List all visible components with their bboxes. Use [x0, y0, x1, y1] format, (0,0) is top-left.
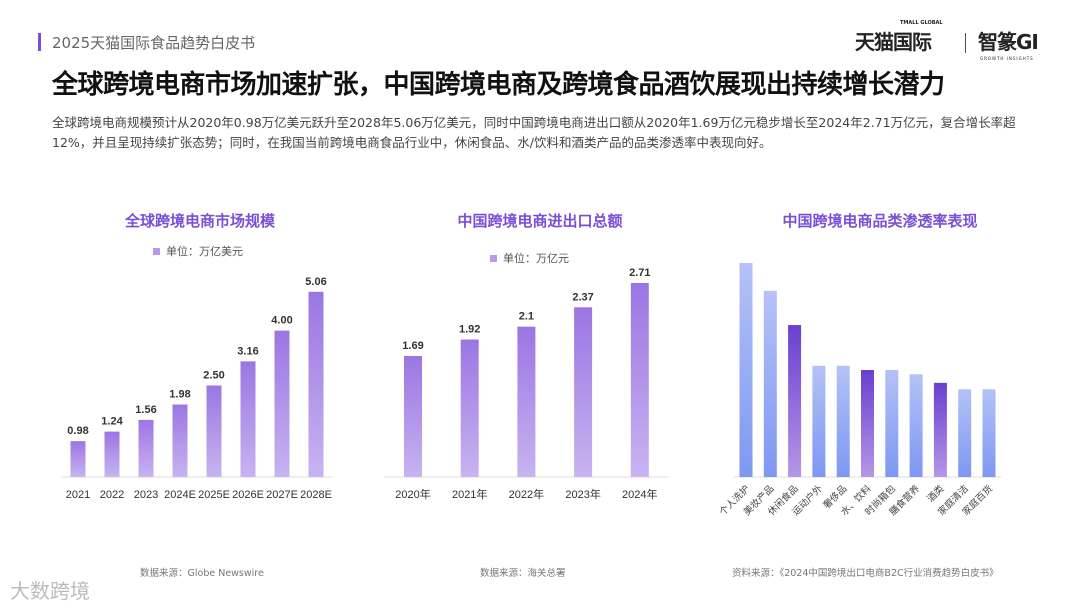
chart2-category-label: 2022年: [509, 487, 544, 501]
chart3-bar: [958, 389, 972, 477]
tmall-global-logo-subtext: TMALL GLOBAL: [900, 20, 943, 26]
legend-swatch: [153, 248, 160, 255]
chart3-bar: [788, 325, 802, 477]
chart1-bar: [138, 419, 154, 477]
chart1-bar: [240, 361, 256, 477]
chart1-bar: [104, 431, 120, 477]
summary-text: 全球跨境电商规模预计从2020年0.98万亿美元跃升至2028年5.06万亿美元…: [52, 115, 1016, 150]
chart1-category-label: 2021: [66, 489, 90, 501]
chart3-bar: [982, 389, 996, 477]
chart1-category-label: 2024E: [164, 489, 196, 501]
chart1-bar: [70, 441, 86, 477]
chart2-bar: [404, 355, 422, 477]
chart1-category-label: 2023: [134, 489, 158, 501]
chart1-legend: 单位：万亿美元: [153, 243, 243, 259]
chart1-bar: [206, 385, 222, 477]
chart1-category-label: 2022: [100, 489, 124, 501]
chart2-data-label: 2.37: [572, 291, 593, 303]
logo-divider: [965, 33, 966, 53]
chart1-category-label: 2025E: [198, 489, 230, 501]
chart2-data-label: 2.71: [629, 267, 650, 279]
chart3-bar: [933, 382, 947, 477]
watermark-logo: 大数跨境: [10, 579, 90, 603]
chart1-data-label: 5.06: [305, 276, 326, 288]
legend-label: 单位：万亿美元: [166, 245, 243, 258]
growth-insights-logo: 智篆GI: [978, 30, 1039, 54]
chart3-bar: [739, 263, 753, 477]
chart2-data-label: 1.92: [459, 324, 480, 336]
chart2-source: 数据来源：海关总署: [480, 568, 566, 579]
chart2-bar: [630, 282, 649, 477]
tmall-global-logo: 天猫国际: [855, 30, 932, 54]
chart2-data-label: 1.69: [402, 340, 423, 352]
chart1-data-label: 1.24: [101, 416, 123, 428]
chart3-bar: [836, 365, 850, 477]
chart2-category-label: 2024年: [622, 487, 657, 501]
chart2-bar: [517, 326, 536, 477]
document-title: 2025天猫国际食品趋势白皮书: [52, 34, 256, 52]
chart1-data-label: 1.98: [169, 389, 190, 401]
chart1-category-label: 2028E: [300, 489, 332, 501]
legend-swatch: [490, 255, 497, 262]
chart3-bar: [885, 370, 899, 477]
chart3-source: 资料来源：《2024中国跨境出口电商B2C行业消费趋势白皮书》: [732, 568, 999, 579]
chart1-bar: [172, 404, 188, 477]
chart1-bar: [308, 291, 324, 477]
chart1-data-label: 2.50: [203, 370, 224, 382]
chart1-category-label: 2026E: [232, 489, 264, 501]
chart3-bar: [812, 365, 826, 477]
chart2-category-label: 2021年: [452, 487, 487, 501]
chart2-legend: 单位：万亿元: [490, 250, 569, 266]
chart3-title: 中国跨境电商品类渗透率表现: [782, 212, 978, 230]
chart3-bar: [909, 374, 923, 477]
chart3-category-label: 酒类: [925, 482, 947, 504]
chart1-data-label: 3.16: [237, 345, 258, 357]
chart2-bar: [574, 307, 593, 477]
chart3-bar: [763, 290, 777, 477]
growth-insights-logo-subtext: GROWTH INSIGHTS: [980, 56, 1034, 61]
chart1-data-label: 0.98: [67, 425, 88, 437]
chart1-data-label: 1.56: [135, 404, 156, 416]
chart2-data-label: 2.1: [519, 311, 534, 323]
chart2-category-label: 2023年: [565, 487, 600, 501]
chart1-bar: [274, 330, 290, 477]
chart2-title: 中国跨境电商进出口总额: [457, 212, 623, 230]
chart1-source: 数据来源：Globe Newswire: [140, 568, 264, 579]
page-headline: 全球跨境电商市场加速扩张，中国跨境电商及跨境食品酒饮展现出持续增长潜力: [52, 70, 945, 100]
chart1-category-label: 2027E: [266, 489, 298, 501]
chart1-data-label: 4.00: [271, 315, 292, 327]
chart2-category-label: 2020年: [395, 487, 430, 501]
chart1-title: 全球跨境电商市场规模: [124, 212, 275, 230]
legend-label: 单位：万亿元: [503, 252, 569, 265]
title-accent-bar: [38, 33, 41, 51]
chart2-bar: [460, 339, 479, 477]
chart3-bar: [861, 370, 874, 477]
